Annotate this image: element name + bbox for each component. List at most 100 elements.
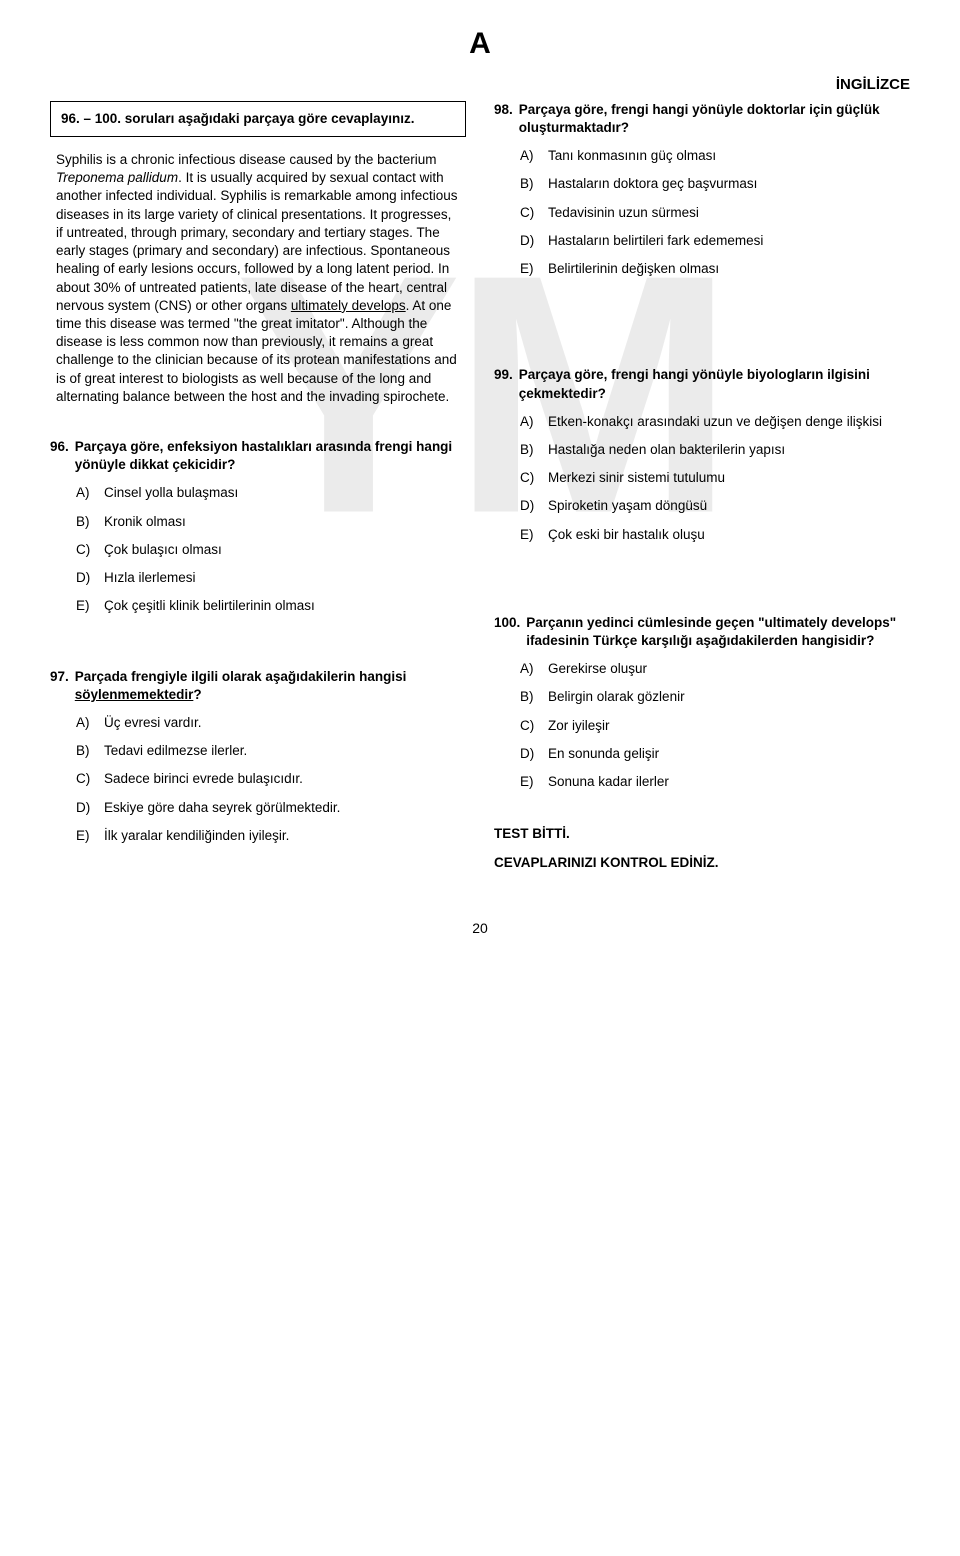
option-c[interactable]: C)Merkezi sinir sistemi tutulumu <box>520 469 910 487</box>
passage-part: Syphilis is a chronic infectious disease… <box>56 152 436 167</box>
question-number: 97. <box>50 668 69 704</box>
passage-part: . It is usually acquired by sexual conta… <box>56 170 457 313</box>
option-text: Tedavisinin uzun sürmesi <box>548 204 699 222</box>
question-number: 99. <box>494 366 513 402</box>
question-98: 98. Parçaya göre, frengi hangi yönüyle d… <box>494 101 910 279</box>
option-label: B) <box>520 688 540 706</box>
options: A)Gerekirse oluşur B) Belirgin olarak göz… <box>494 660 910 791</box>
qtext-part: Parçada frengiyle ilgili olarak aşağıdak… <box>75 669 407 684</box>
option-label: C) <box>520 717 540 735</box>
option-label: C) <box>520 204 540 222</box>
option-d[interactable]: D) En sonunda gelişir <box>520 745 910 763</box>
option-label: E) <box>520 773 540 791</box>
instruction-text: 96. – 100. soruları aşağıdaki parçaya gö… <box>61 110 455 128</box>
option-text: Çok çeşitli klinik belirtilerinin olması <box>104 597 315 615</box>
option-text: Hızla ilerlemesi <box>104 569 196 587</box>
question-text: Parçaya göre, frengi hangi yönüyle dokto… <box>519 101 910 137</box>
question-number: 98. <box>494 101 513 137</box>
question-text: Parçada frengiyle ilgili olarak aşağıdak… <box>75 668 466 704</box>
option-b[interactable]: B) Kronik olması <box>76 513 466 531</box>
option-d[interactable]: D) Eskiye göre daha seyrek görülmektedir. <box>76 799 466 817</box>
option-a[interactable]: A)Tanı konmasının güç olması <box>520 147 910 165</box>
question-number: 100. <box>494 614 520 650</box>
option-text: Üç evresi vardır. <box>104 714 202 732</box>
option-text: Hastaların doktora geç başvurması <box>548 175 757 193</box>
option-b[interactable]: B) Belirgin olarak gözlenir <box>520 688 910 706</box>
option-text: Çok eski bir hastalık oluşu <box>548 526 705 544</box>
option-label: D) <box>76 799 96 817</box>
option-label: D) <box>520 232 540 250</box>
option-e[interactable]: E) Belirtilerinin değişken olması <box>520 260 910 278</box>
instruction-box: 96. – 100. soruları aşağıdaki parçaya gö… <box>50 101 466 137</box>
option-label: B) <box>76 742 96 760</box>
option-text: Etken-konakçı arasındaki uzun ve değişen… <box>548 413 882 431</box>
option-text: Belirtilerinin değişken olması <box>548 260 719 278</box>
option-text: Kronik olması <box>104 513 186 531</box>
option-a[interactable]: A)Cinsel yolla bulaşması <box>76 484 466 502</box>
test-end-text: TEST BİTTİ. <box>494 825 910 843</box>
option-d[interactable]: D) Hastaların belirtileri fark edememesi <box>520 232 910 250</box>
passage-wrap: Syphilis is a chronic infectious disease… <box>50 151 466 406</box>
option-e[interactable]: E)İlk yaralar kendiliğinden iyileşir. <box>76 827 466 845</box>
options: A)Cinsel yolla bulaşması B) Kronik olması… <box>50 484 466 615</box>
option-label: A) <box>520 147 540 165</box>
option-text: Çok bulaşıcı olması <box>104 541 222 559</box>
option-b[interactable]: B) Hastaların doktora geç başvurması <box>520 175 910 193</box>
option-b[interactable]: B)Hastalığa neden olan bakterilerin yapı… <box>520 441 910 459</box>
check-answers-text: CEVAPLARINIZI KONTROL EDİNİZ. <box>494 854 910 872</box>
option-label: E) <box>520 526 540 544</box>
option-text: Eskiye göre daha seyrek görülmektedir. <box>104 799 340 817</box>
option-label: A) <box>520 660 540 678</box>
question-text: Parçanın yedinci cümlesinde geçen "ultim… <box>526 614 910 650</box>
option-label: E) <box>76 597 96 615</box>
options: A)Etken-konakçı arasındaki uzun ve değiş… <box>494 413 910 544</box>
question-text: Parçaya göre, enfeksiyon hastalıkları ar… <box>75 438 466 474</box>
question-text: Parçaya göre, frengi hangi yönüyle biyol… <box>519 366 910 402</box>
option-c[interactable]: C) Çok bulaşıcı olması <box>76 541 466 559</box>
passage-part: . At one time this disease was termed "t… <box>56 298 457 404</box>
option-e[interactable]: E)Sonuna kadar ilerler <box>520 773 910 791</box>
option-label: B) <box>76 513 96 531</box>
option-text: Cinsel yolla bulaşması <box>104 484 238 502</box>
booklet-letter: A <box>50 24 910 65</box>
option-e[interactable]: E) Çok çeşitli klinik belirtilerinin olma… <box>76 597 466 615</box>
option-e[interactable]: E) Çok eski bir hastalık oluşu <box>520 526 910 544</box>
passage-underline: ultimately develops <box>291 298 406 313</box>
option-a[interactable]: A) Üç evresi vardır. <box>76 714 466 732</box>
passage-italic: Treponema pallidum <box>56 170 178 185</box>
option-text: Zor iyileşir <box>548 717 610 735</box>
option-c[interactable]: C)Sadece birinci evrede bulaşıcıdır. <box>76 770 466 788</box>
question-96: 96. Parçaya göre, enfeksiyon hastalıklar… <box>50 438 466 616</box>
option-label: D) <box>520 745 540 763</box>
options: A)Tanı konmasının güç olması B) Hastaları… <box>494 147 910 278</box>
option-text: En sonunda gelişir <box>548 745 659 763</box>
question-100: 100. Parçanın yedinci cümlesinde geçen "… <box>494 614 910 792</box>
option-d[interactable]: D) Spiroketin yaşam döngüsü <box>520 497 910 515</box>
option-c[interactable]: C) Tedavisinin uzun sürmesi <box>520 204 910 222</box>
option-label: C) <box>76 541 96 559</box>
option-a[interactable]: A)Gerekirse oluşur <box>520 660 910 678</box>
option-b[interactable]: B) Tedavi edilmezse ilerler. <box>76 742 466 760</box>
option-label: B) <box>520 441 540 459</box>
qtext-underline: söylenmemektedir <box>75 687 194 702</box>
option-label: D) <box>520 497 540 515</box>
option-text: Hastaların belirtileri fark edememesi <box>548 232 763 250</box>
option-c[interactable]: C) Zor iyileşir <box>520 717 910 735</box>
option-label: E) <box>520 260 540 278</box>
right-column: 98. Parçaya göre, frengi hangi yönüyle d… <box>494 101 910 879</box>
option-a[interactable]: A)Etken-konakçı arasındaki uzun ve değiş… <box>520 413 910 431</box>
option-label: A) <box>76 714 96 732</box>
option-label: D) <box>76 569 96 587</box>
page-content: A İNGİLİZCE 96. – 100. soruları aşağıdak… <box>50 24 910 938</box>
question-number: 96. <box>50 438 69 474</box>
option-text: Belirgin olarak gözlenir <box>548 688 685 706</box>
option-text: Tedavi edilmezse ilerler. <box>104 742 247 760</box>
option-d[interactable]: D) Hızla ilerlemesi <box>76 569 466 587</box>
option-text: Sadece birinci evrede bulaşıcıdır. <box>104 770 303 788</box>
passage-text: Syphilis is a chronic infectious disease… <box>56 151 460 406</box>
option-label: B) <box>520 175 540 193</box>
option-text: Spiroketin yaşam döngüsü <box>548 497 707 515</box>
options: A) Üç evresi vardır. B) Tedavi edilmezse i… <box>50 714 466 845</box>
left-column: 96. – 100. soruları aşağıdaki parçaya gö… <box>50 101 466 879</box>
page-number: 20 <box>50 919 910 938</box>
